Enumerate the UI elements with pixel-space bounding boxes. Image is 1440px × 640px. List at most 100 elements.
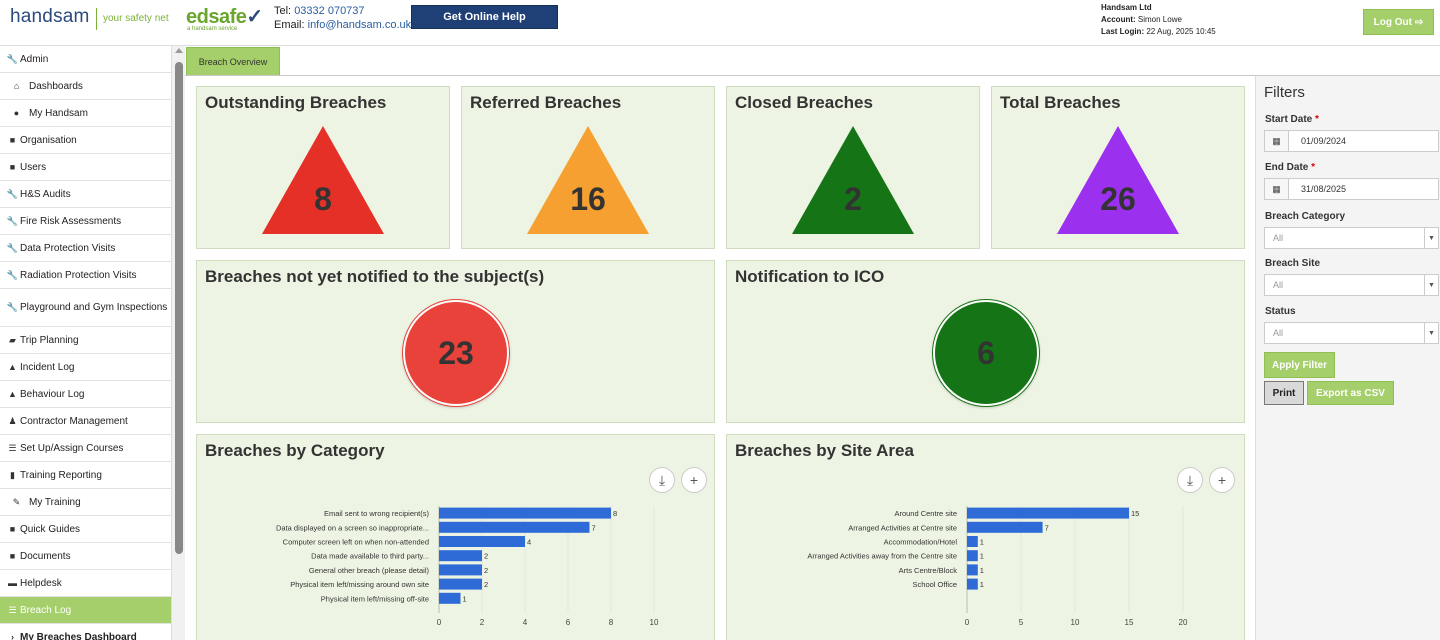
sidebar-item-documents[interactable]: ■ Documents xyxy=(0,543,171,570)
category-label: School Office xyxy=(913,580,957,589)
scroll-up-arrow-icon[interactable] xyxy=(175,48,183,53)
sidebar-item-fire-risk[interactable]: 🔧 Fire Risk Assessments xyxy=(0,208,171,235)
sidebar-item-contractor[interactable]: ♟ Contractor Management xyxy=(0,408,171,435)
category-label: General other breach (please detail) xyxy=(309,566,430,575)
calendar-icon[interactable]: ▦ xyxy=(1265,131,1289,151)
sidebar-item-playground[interactable]: 🔧 Playground and Gym Inspections xyxy=(0,289,171,327)
start-date-field[interactable]: ▦ 01/09/2024 xyxy=(1264,130,1439,152)
x-tick-label: 2 xyxy=(480,618,485,627)
download-icon[interactable]: ⤓ xyxy=(1177,467,1203,493)
wrench-icon: 🔧 xyxy=(6,269,19,280)
data-label: 1 xyxy=(463,594,467,603)
card-title: Breaches by Category xyxy=(205,441,385,460)
select-value: All xyxy=(1273,233,1284,243)
sidebar-item-courses[interactable]: ☰ Set Up/Assign Courses xyxy=(0,435,171,462)
sidebar-item-label: Organisation xyxy=(20,134,77,146)
car-icon: ▰ xyxy=(9,334,16,345)
referred-count: 16 xyxy=(570,181,606,217)
print-button[interactable]: Print xyxy=(1264,381,1304,405)
bar xyxy=(967,578,978,590)
get-online-help-button[interactable]: Get Online Help xyxy=(411,5,558,29)
worker-icon: ♟ xyxy=(8,415,17,426)
sidebar-item-label: Radiation Protection Visits xyxy=(20,269,137,281)
not-notified-card[interactable]: Breaches not yet notified to the subject… xyxy=(196,260,715,423)
warning-triangle-icon xyxy=(262,126,384,234)
x-tick-label: 0 xyxy=(437,618,442,627)
start-date-value[interactable]: 01/09/2024 xyxy=(1301,136,1347,146)
sidebar-item-quick-guides[interactable]: ■ Quick Guides xyxy=(0,516,171,543)
sidebar-item-label: Admin xyxy=(20,53,49,65)
sidebar-item-my-breaches-dashboard[interactable]: › My Breaches Dashboard xyxy=(0,624,171,640)
tel-link[interactable]: 03332 070737 xyxy=(294,5,365,17)
ico-notification-card[interactable]: Notification to ICO 6 xyxy=(726,260,1245,423)
end-date-field[interactable]: ▦ 31/08/2025 xyxy=(1264,178,1439,200)
sidebar-item-hs-audits[interactable]: 🔧 H&S Audits xyxy=(0,181,171,208)
status-select[interactable]: All ▼ xyxy=(1264,322,1439,344)
x-tick-label: 10 xyxy=(650,618,659,627)
sidebar-item-my-handsam[interactable]: ● My Handsam xyxy=(0,100,171,127)
category-label: Computer screen left on when non-attende… xyxy=(283,538,429,547)
sidebar-item-breach-log[interactable]: ☰ Breach Log xyxy=(0,597,171,624)
edsafe-logo-subtitle: a handsam service xyxy=(187,26,238,32)
filters-panel: Filters Start Date * ▦ 01/09/2024 End Da… xyxy=(1255,76,1440,640)
plus-icon[interactable]: + xyxy=(1209,467,1235,493)
outstanding-breaches-card[interactable]: Outstanding Breaches 8 xyxy=(196,86,450,249)
breach-site-select[interactable]: All ▼ xyxy=(1264,274,1439,296)
sidebar-item-users[interactable]: ■ Users xyxy=(0,154,171,181)
bar xyxy=(967,507,1129,519)
x-tick-label: 10 xyxy=(1071,618,1080,627)
card-title: Notification to ICO xyxy=(735,267,885,286)
edsafe-logo: edsafe✓ xyxy=(186,4,263,29)
start-date-label: Start Date * xyxy=(1265,114,1319,125)
user-icon: ● xyxy=(13,108,20,118)
apply-filter-button[interactable]: Apply Filter xyxy=(1264,352,1335,378)
total-breaches-card[interactable]: Total Breaches 26 xyxy=(991,86,1245,249)
plus-icon[interactable]: + xyxy=(681,467,707,493)
sidebar-item-label: My Handsam xyxy=(29,107,88,119)
card-title: Breaches not yet notified to the subject… xyxy=(205,267,545,286)
email-label: Email: xyxy=(274,19,305,31)
bar xyxy=(439,592,461,604)
bar xyxy=(439,507,611,519)
end-date-label: End Date * xyxy=(1265,162,1315,173)
breach-category-select[interactable]: All ▼ xyxy=(1264,227,1439,249)
sidebar-item-trip-planning[interactable]: ▰ Trip Planning xyxy=(0,327,171,354)
home-icon: ⌂ xyxy=(13,81,20,91)
calendar-icon[interactable]: ▦ xyxy=(1265,179,1289,199)
sidebar-item-behaviour-log[interactable]: ▲ Behaviour Log xyxy=(0,381,171,408)
select-value: All xyxy=(1273,328,1284,338)
required-mark: * xyxy=(1315,114,1319,125)
sidebar-item-organisation[interactable]: ■ Organisation xyxy=(0,127,171,154)
start-date-label-text: Start Date xyxy=(1265,114,1313,125)
download-icon[interactable]: ⤓ xyxy=(649,467,675,493)
data-label: 2 xyxy=(484,552,488,561)
data-label: 4 xyxy=(527,538,531,547)
closed-breaches-card[interactable]: Closed Breaches 2 xyxy=(726,86,980,249)
sidebar-item-dashboards[interactable]: ⌂ Dashboards xyxy=(0,73,171,100)
chevron-down-icon[interactable]: ▼ xyxy=(1424,323,1438,343)
end-date-value[interactable]: 31/08/2025 xyxy=(1301,184,1347,194)
sidebar-item-training-reporting[interactable]: ▮ Training Reporting xyxy=(0,462,171,489)
scrollbar-thumb[interactable] xyxy=(175,62,183,554)
chevron-down-icon[interactable]: ▼ xyxy=(1424,275,1438,295)
sidebar-item-radiation[interactable]: 🔧 Radiation Protection Visits xyxy=(0,262,171,289)
sidebar-item-my-training[interactable]: ✎ My Training xyxy=(0,489,171,516)
email-link[interactable]: info@handsam.co.uk xyxy=(307,19,412,31)
sidebar-scrollbar[interactable] xyxy=(171,46,185,640)
briefcase-icon: ■ xyxy=(9,162,16,172)
sidebar-item-data-protection[interactable]: 🔧 Data Protection Visits xyxy=(0,235,171,262)
bar xyxy=(439,521,590,533)
export-csv-button[interactable]: Export as CSV xyxy=(1307,381,1394,405)
card-title: Outstanding Breaches xyxy=(205,93,387,112)
referred-breaches-card[interactable]: Referred Breaches 16 xyxy=(461,86,715,249)
sidebar-item-admin[interactable]: 🔧 Admin xyxy=(0,46,171,73)
list-icon: ☰ xyxy=(8,604,17,615)
data-label: 2 xyxy=(484,566,488,575)
sidebar-item-helpdesk[interactable]: ▬ Helpdesk xyxy=(0,570,171,597)
wrench-icon: 🔧 xyxy=(6,53,19,64)
handsam-logo[interactable]: handsam xyxy=(10,6,90,27)
chevron-down-icon[interactable]: ▼ xyxy=(1424,228,1438,248)
tab-breach-overview[interactable]: Breach Overview xyxy=(186,47,280,75)
sidebar-item-incident-log[interactable]: ▲ Incident Log xyxy=(0,354,171,381)
logout-button[interactable]: Log Out ⇨ xyxy=(1363,9,1434,35)
